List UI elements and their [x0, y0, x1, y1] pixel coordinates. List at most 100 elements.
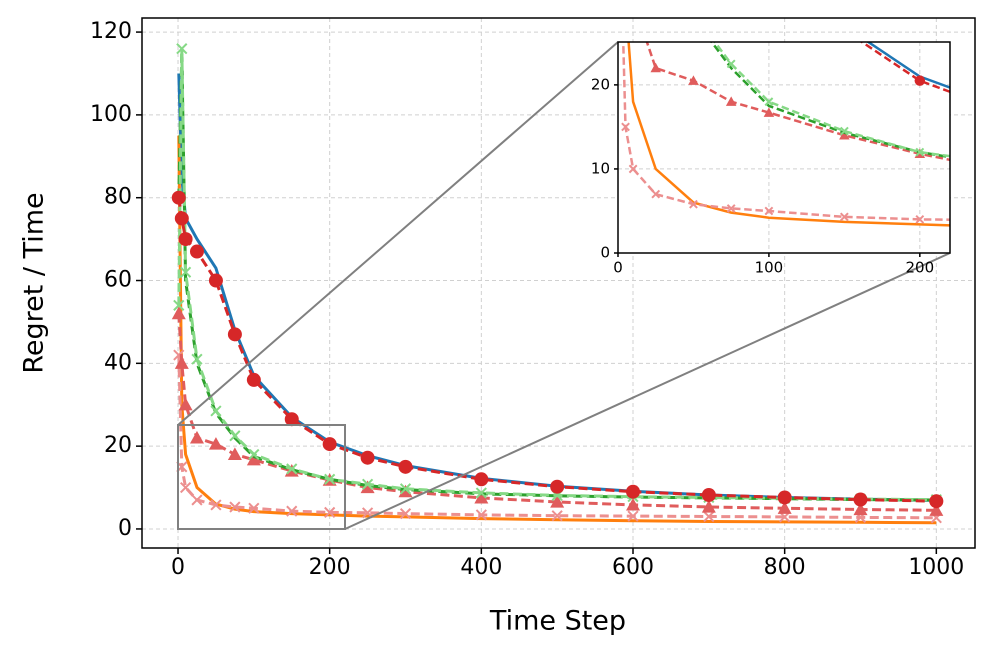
- series-line: [177, 354, 937, 520]
- marker: [191, 494, 203, 506]
- marker: [853, 502, 868, 516]
- marker: [628, 164, 638, 174]
- y-tick-label: 40: [104, 350, 132, 375]
- marker: [764, 206, 774, 216]
- marker: [990, 103, 995, 114]
- marker: [174, 356, 189, 369]
- marker: [361, 507, 374, 519]
- marker: [398, 459, 413, 474]
- x-tick-label: 800: [764, 555, 806, 580]
- marker: [286, 463, 298, 475]
- zoom-connector: [344, 252, 951, 530]
- marker: [174, 211, 189, 226]
- marker: [839, 130, 850, 140]
- marker: [726, 59, 736, 69]
- x-axis-label: Time Step: [489, 606, 626, 637]
- marker: [361, 478, 374, 490]
- y-tick-label: 0: [600, 244, 610, 262]
- marker: [839, 212, 849, 222]
- marker: [191, 353, 203, 365]
- marker: [171, 190, 186, 205]
- marker: [322, 437, 337, 452]
- zoom-box: [177, 424, 346, 530]
- marker: [650, 62, 661, 73]
- marker: [853, 492, 868, 507]
- marker: [227, 447, 242, 461]
- marker: [171, 306, 186, 320]
- marker: [227, 327, 242, 342]
- marker: [208, 437, 223, 450]
- marker: [929, 494, 944, 509]
- marker: [839, 126, 849, 136]
- marker: [764, 97, 774, 107]
- marker: [763, 107, 775, 117]
- y-tick-label: 120: [90, 19, 132, 44]
- marker: [173, 299, 185, 311]
- marker: [651, 189, 661, 199]
- marker: [178, 397, 193, 411]
- marker: [229, 501, 241, 513]
- marker: [284, 412, 299, 427]
- marker: [475, 509, 487, 521]
- y-tick-label: 0: [118, 516, 132, 541]
- marker: [324, 506, 336, 518]
- marker: [914, 75, 926, 86]
- marker: [399, 508, 412, 520]
- marker: [550, 495, 565, 508]
- marker: [189, 430, 204, 444]
- series-line: [627, 42, 950, 227]
- marker: [915, 214, 925, 224]
- series-line: [177, 135, 937, 525]
- marker: [179, 266, 192, 278]
- marker: [627, 510, 639, 522]
- marker: [626, 497, 641, 511]
- y-tick-label: 20: [591, 75, 610, 93]
- marker: [690, 10, 697, 17]
- marker: [689, 199, 698, 209]
- marker: [725, 96, 737, 106]
- zoom-connector: [177, 41, 619, 426]
- marker: [246, 452, 261, 466]
- x-tick-label: 0: [171, 555, 185, 580]
- y-axis-label: Regret / Time: [19, 192, 50, 373]
- main-frame: [141, 17, 976, 549]
- marker: [360, 480, 375, 494]
- marker: [178, 232, 193, 247]
- x-tick-label: 400: [460, 555, 502, 580]
- marker: [777, 490, 792, 505]
- marker: [688, 75, 699, 85]
- series-line: [177, 52, 937, 502]
- y-tick-label: 80: [104, 185, 132, 210]
- marker: [286, 505, 298, 517]
- marker: [621, 122, 630, 132]
- marker: [726, 204, 736, 213]
- x-tick-label: 200: [309, 555, 351, 580]
- x-tick-label: 1000: [908, 555, 964, 580]
- marker: [626, 484, 641, 499]
- marker: [992, 217, 995, 224]
- marker: [179, 481, 192, 494]
- marker: [990, 164, 995, 173]
- marker: [246, 372, 261, 387]
- marker: [208, 273, 223, 288]
- marker: [777, 501, 792, 514]
- marker: [474, 490, 489, 504]
- marker: [176, 43, 188, 55]
- marker: [550, 479, 565, 494]
- marker: [703, 510, 715, 523]
- marker: [360, 450, 375, 465]
- marker: [929, 503, 944, 516]
- x-tick-label: 600: [612, 555, 654, 580]
- marker: [701, 488, 716, 502]
- marker: [324, 473, 336, 485]
- inset-frame: [617, 41, 951, 254]
- y-tick-label: 60: [104, 268, 132, 293]
- x-tick-label: 0: [613, 259, 623, 277]
- y-tick-label: 20: [104, 433, 132, 458]
- marker: [399, 483, 412, 495]
- y-tick-label: 100: [90, 102, 132, 127]
- marker: [229, 430, 241, 442]
- marker: [248, 448, 260, 461]
- marker: [210, 405, 222, 417]
